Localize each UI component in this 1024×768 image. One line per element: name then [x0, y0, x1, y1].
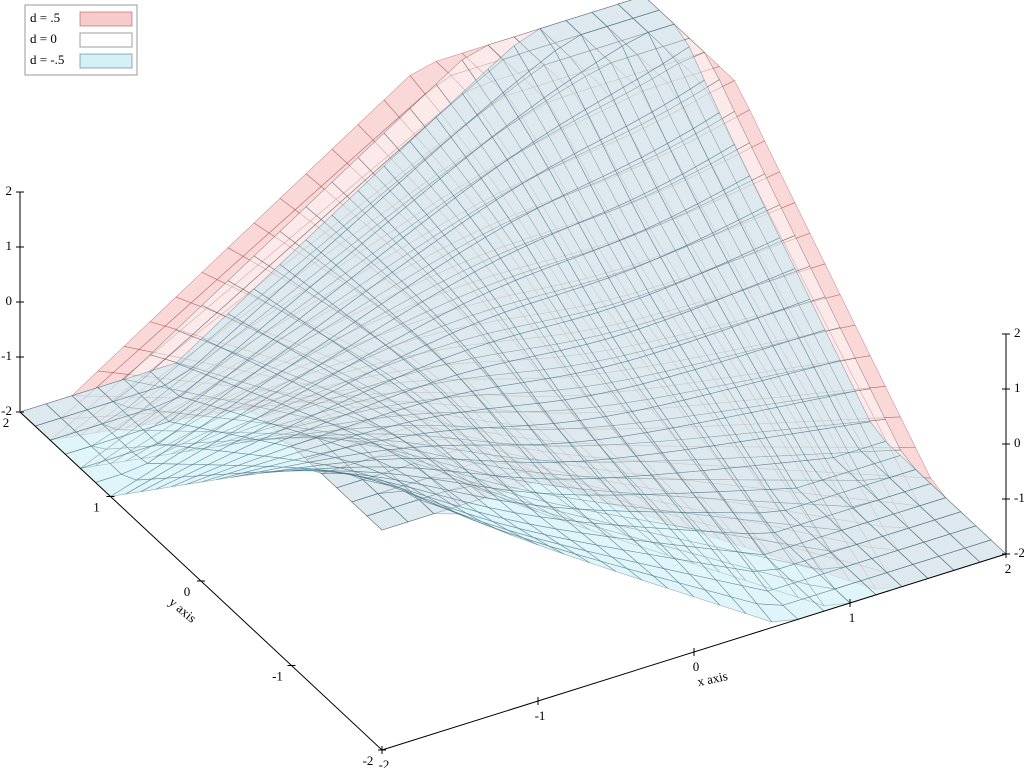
surface [19, 0, 1007, 623]
legend-label: d = 0 [30, 31, 57, 46]
x-tick-label: 0 [693, 659, 700, 674]
z-tick-label: -2 [1, 403, 12, 418]
z-tick-label: 0 [1014, 435, 1021, 450]
z-tick-label: 0 [6, 293, 13, 308]
y-tick-label: 2 [3, 415, 10, 430]
legend-swatch [79, 11, 133, 27]
z-tick-label: 2 [6, 183, 13, 198]
y-tick-label: 0 [184, 584, 191, 599]
y-tick-label: 1 [93, 499, 100, 514]
x-tick-label: 2 [1005, 561, 1012, 576]
z-tick-label: 1 [1014, 380, 1021, 395]
legend: d = .5 d = 0 d = -.5 [24, 4, 138, 76]
z-tick-label: -1 [1014, 490, 1024, 505]
legend-swatch [79, 53, 133, 69]
surface-patch [617, 0, 660, 19]
legend-label: d = -.5 [30, 52, 64, 67]
surface [19, 0, 1007, 607]
x-tick-label: 1 [849, 610, 856, 625]
z-tick-label: -2 [1014, 545, 1024, 560]
z-tick-label: 1 [6, 238, 13, 253]
z-tick-label: -1 [1, 348, 12, 363]
z-tick-label: 2 [1014, 325, 1021, 340]
surfaces [19, 0, 1007, 623]
y-tick-label: -1 [272, 668, 283, 683]
legend-label: d = .5 [30, 10, 60, 25]
x-axis-label: x axis [696, 668, 729, 689]
legend-swatch [79, 32, 133, 48]
y-tick-label: -2 [363, 753, 374, 768]
x-tick-label: -2 [379, 757, 390, 768]
x-tick-label: -1 [535, 708, 546, 723]
y-axis-label: y axis [166, 594, 199, 625]
